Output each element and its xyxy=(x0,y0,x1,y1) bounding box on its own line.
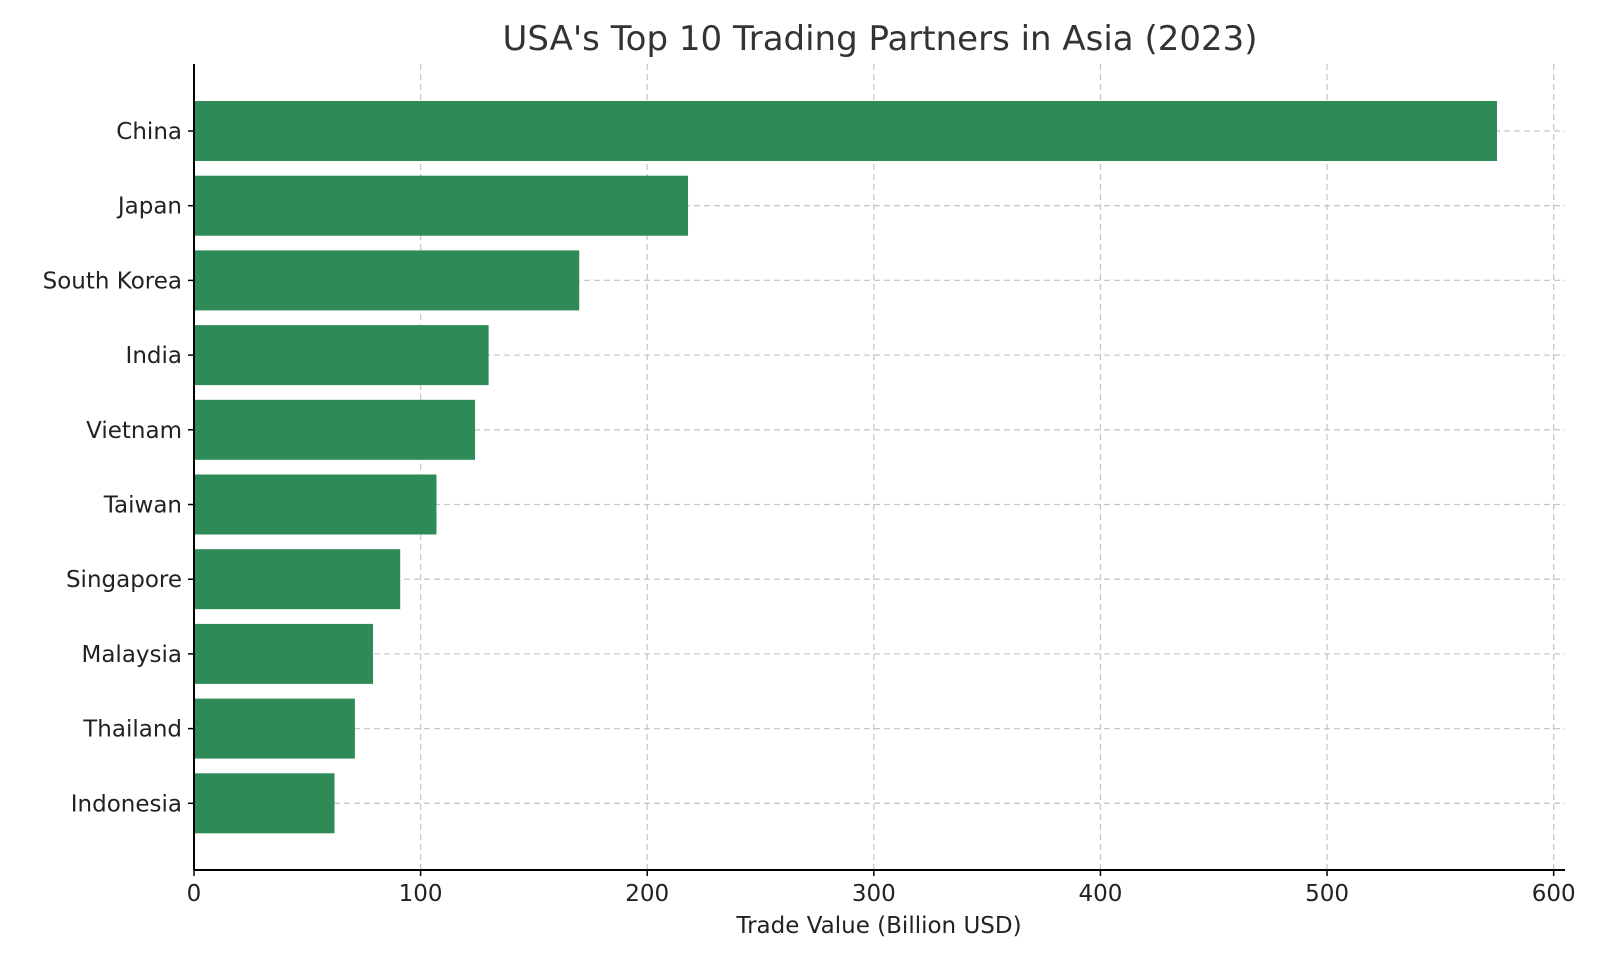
y-tick-label: Malaysia xyxy=(81,642,182,668)
y-tick-label: Singapore xyxy=(66,567,182,593)
bars xyxy=(194,101,1498,834)
grid-lines xyxy=(193,64,1565,870)
y-tick-label: South Korea xyxy=(43,268,182,294)
chart-title: USA's Top 10 Trading Partners in Asia (2… xyxy=(502,19,1257,59)
y-tick-label: China xyxy=(116,119,182,145)
y-tick-label: Japan xyxy=(116,194,182,220)
y-tick-label: Taiwan xyxy=(103,493,182,519)
bar xyxy=(194,399,475,460)
x-tick-labels: 0 100 200 300 400 500 600 xyxy=(187,870,1576,907)
bar xyxy=(194,325,489,386)
x-tick-label: 200 xyxy=(625,881,669,907)
bar xyxy=(194,175,689,236)
bar xyxy=(194,773,335,834)
x-tick-label: 300 xyxy=(852,881,896,907)
x-tick-label: 500 xyxy=(1305,881,1349,907)
x-axis-label: Trade Value (Billion USD) xyxy=(735,913,1021,939)
bar xyxy=(194,698,355,759)
bar xyxy=(194,623,374,684)
x-tick-label: 0 xyxy=(187,881,202,907)
x-tick-label: 400 xyxy=(1078,881,1122,907)
bar xyxy=(194,474,437,535)
x-tick-label: 100 xyxy=(399,881,443,907)
y-tick-label: Indonesia xyxy=(71,791,182,817)
y-tick-label: India xyxy=(126,343,182,369)
y-tick-label: Vietnam xyxy=(86,418,182,444)
y-tick-label: Thailand xyxy=(82,717,182,743)
x-tick-label: 600 xyxy=(1532,881,1576,907)
bar xyxy=(194,250,580,311)
y-tick-labels: China Japan South Korea India Vietnam Taiwan S… xyxy=(43,119,194,817)
bar xyxy=(194,101,1498,161)
bar xyxy=(194,549,401,610)
axes xyxy=(193,64,1565,871)
